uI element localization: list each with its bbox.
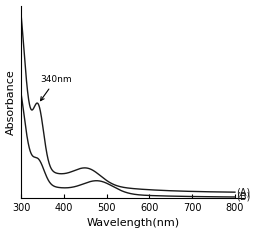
Text: (A): (A): [236, 187, 250, 197]
Text: 340nm: 340nm: [40, 75, 71, 101]
Text: (B): (B): [236, 192, 251, 202]
Y-axis label: Absorbance: Absorbance: [6, 69, 16, 135]
X-axis label: Wavelength(nm): Wavelength(nm): [86, 219, 179, 228]
